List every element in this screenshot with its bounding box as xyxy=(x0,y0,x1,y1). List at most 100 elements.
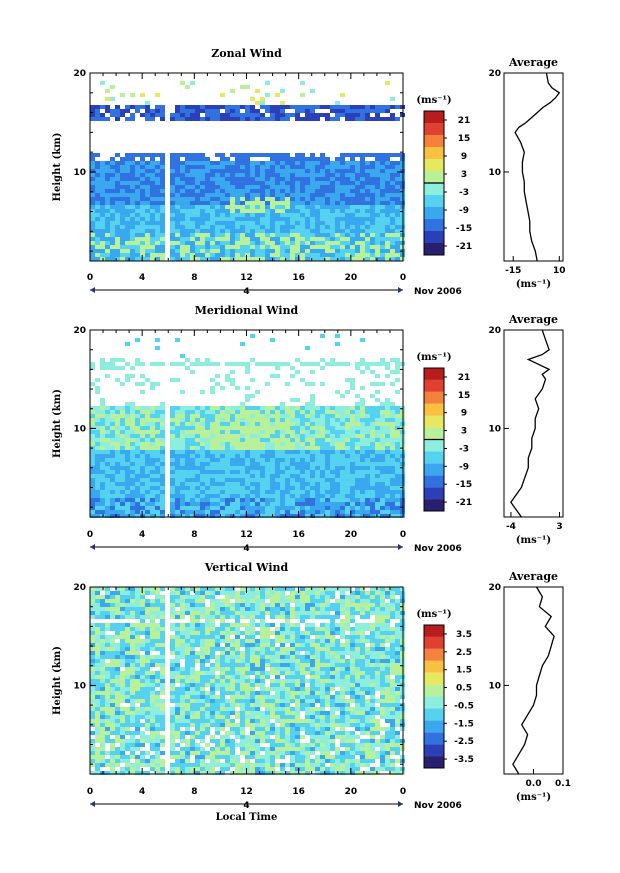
heatmap-cell xyxy=(375,474,380,478)
heatmap-cell xyxy=(390,466,395,470)
heatmap-cell xyxy=(360,201,365,205)
heatmap-cell xyxy=(300,233,305,237)
heatmap-cell xyxy=(305,249,310,253)
heatmap-cell xyxy=(370,486,375,490)
heatmap-cell xyxy=(345,430,350,434)
heatmap-cell xyxy=(260,506,265,510)
heatmap-cell xyxy=(340,446,345,450)
heatmap-cell xyxy=(395,185,400,189)
heatmap-cell xyxy=(90,189,95,193)
heatmap-cell xyxy=(370,498,375,502)
heatmap-cell xyxy=(100,169,105,173)
heatmap-cell xyxy=(135,213,140,217)
heatmap-cell xyxy=(120,193,125,197)
heatmap-cell xyxy=(145,647,150,651)
heatmap-cell xyxy=(205,233,210,237)
heatmap-cell xyxy=(355,422,360,426)
heatmap-cell xyxy=(365,109,370,113)
heatmap-cell xyxy=(185,611,190,615)
heatmap-cell xyxy=(295,229,300,233)
heatmap-cell xyxy=(110,213,115,217)
heatmap-cell xyxy=(205,177,210,181)
heatmap-cell xyxy=(100,105,105,109)
heatmap-cell xyxy=(215,382,220,386)
heatmap-cell xyxy=(305,221,310,225)
heatmap-cell xyxy=(225,165,230,169)
heatmap-cell xyxy=(265,249,270,253)
heatmap-cell xyxy=(230,237,235,241)
heatmap-cell xyxy=(270,113,275,117)
heatmap-cell xyxy=(360,370,365,374)
heatmap-cell xyxy=(135,438,140,442)
heatmap-cell xyxy=(125,631,130,635)
heatmap-cell xyxy=(90,245,95,249)
heatmap-cell xyxy=(300,81,305,85)
heatmap-cell xyxy=(295,398,300,402)
heatmap-cell xyxy=(275,205,280,209)
heatmap-cell xyxy=(125,450,130,454)
heatmap-cell xyxy=(120,406,125,410)
heatmap-cell xyxy=(350,189,355,193)
heatmap-cell xyxy=(295,241,300,245)
heatmap-cell xyxy=(90,631,95,635)
heatmap-cell xyxy=(285,410,290,414)
heatmap-cell xyxy=(220,623,225,627)
heatmap-cell xyxy=(280,591,285,595)
heatmap-cell xyxy=(265,442,270,446)
heatmap-cell xyxy=(310,470,315,474)
heatmap-cell xyxy=(295,109,300,113)
heatmap-cell xyxy=(345,165,350,169)
heatmap-cell xyxy=(215,430,220,434)
heatmap-cell xyxy=(260,406,265,410)
heatmap-cell xyxy=(390,615,395,619)
heatmap-cell xyxy=(305,486,310,490)
heatmap-cell xyxy=(230,257,235,261)
heatmap-cell xyxy=(290,623,295,627)
heatmap-cell xyxy=(190,169,195,173)
heatmap-cell xyxy=(320,510,325,514)
heatmap-cell xyxy=(195,213,200,217)
heatmap-cell xyxy=(125,651,130,655)
heatmap-cell xyxy=(100,165,105,169)
heatmap-cell xyxy=(285,607,290,611)
heatmap-cell xyxy=(160,237,165,241)
heatmap-cell xyxy=(315,406,320,410)
heatmap-cell xyxy=(340,109,345,113)
heatmap-cell xyxy=(220,599,225,603)
heatmap-cell xyxy=(340,217,345,221)
heatmap-cell xyxy=(185,213,190,217)
heatmap-cell xyxy=(270,225,275,229)
heatmap-cell xyxy=(215,418,220,422)
heatmap-cell xyxy=(125,647,130,651)
heatmap-cell xyxy=(250,514,255,518)
heatmap-cell xyxy=(360,213,365,217)
heatmap-cell xyxy=(100,450,105,454)
heatmap-cell xyxy=(235,490,240,494)
heatmap-cell xyxy=(260,434,265,438)
heatmap-cell xyxy=(155,486,160,490)
heatmap-cell xyxy=(200,109,205,113)
heatmap-cell xyxy=(345,643,350,647)
heatmap-cell xyxy=(215,466,220,470)
heatmap-cell xyxy=(355,434,360,438)
heatmap-cell xyxy=(255,462,260,466)
heatmap-cell xyxy=(245,418,250,422)
heatmap-cell xyxy=(290,587,295,591)
heatmap-cell xyxy=(265,406,270,410)
heatmap-cell xyxy=(255,623,260,627)
heatmap-cell xyxy=(355,173,360,177)
heatmap-cell xyxy=(375,109,380,113)
heatmap-cell xyxy=(185,85,190,89)
heatmap-cell xyxy=(185,189,190,193)
heatmap-cell xyxy=(205,486,210,490)
heatmap-cell xyxy=(300,587,305,591)
heatmap-cell xyxy=(215,442,220,446)
heatmap-cell xyxy=(225,181,230,185)
heatmap-cell xyxy=(275,113,280,117)
heatmap-cell xyxy=(230,221,235,225)
heatmap-cell xyxy=(130,225,135,229)
heatmap-cell xyxy=(345,514,350,518)
heatmap-cell xyxy=(160,466,165,470)
heatmap-cell xyxy=(300,245,305,249)
heatmap-cell xyxy=(195,245,200,249)
